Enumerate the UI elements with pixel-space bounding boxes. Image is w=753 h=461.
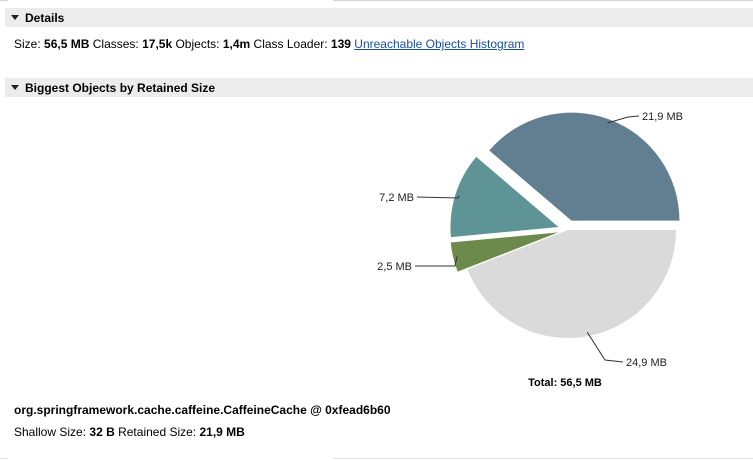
size-value: 56,5 MB [44, 37, 90, 51]
classloader-label: Class Loader: [253, 37, 328, 51]
classloader-value: 139 [330, 37, 351, 51]
pie-slice[interactable] [467, 230, 676, 338]
shallow-size-value: 32 B [89, 425, 115, 439]
details-summary: Size: 56,5 MB Classes: 17,5k Objects: 1,… [14, 37, 524, 51]
pie-slice-label: 7,2 MB [379, 192, 414, 204]
top-border [0, 0, 753, 3]
pie-label-leader-line [416, 195, 460, 199]
size-label: Size: [14, 37, 41, 51]
pie-slice[interactable] [450, 156, 559, 238]
unreachable-histogram-link[interactable]: Unreachable Objects Histogram [354, 37, 525, 51]
pie-slice-label: 21,9 MB [642, 111, 683, 123]
pie-label-leader-line [415, 256, 458, 267]
selected-object-sizes: Shallow Size: 32 B Retained Size: 21,9 M… [14, 425, 245, 439]
details-header-title: Details [25, 10, 65, 25]
collapse-triangle-icon[interactable] [11, 15, 19, 20]
biggest-objects-header-title: Biggest Objects by Retained Size [25, 80, 216, 95]
collapse-triangle-icon[interactable] [11, 85, 19, 90]
pie-slice[interactable] [450, 232, 559, 272]
pie-slice-label: 2,5 MB [377, 261, 412, 273]
retained-size-value: 21,9 MB [199, 425, 245, 439]
bottom-border [0, 458, 753, 459]
details-section-header[interactable]: Details [5, 8, 753, 27]
pie-label-leader-line [607, 115, 640, 124]
selected-object-name: org.springframework.cache.caffeine.Caffe… [14, 403, 391, 417]
classes-label: Classes: [92, 37, 139, 51]
pie-slice-label: 24,9 MB [626, 357, 667, 369]
retained-size-label: Retained Size: [118, 425, 197, 439]
biggest-objects-section-header[interactable]: Biggest Objects by Retained Size [5, 78, 753, 97]
pie-label-leader-line [586, 331, 624, 363]
objects-label: Objects: [175, 37, 220, 51]
pie-slice[interactable] [489, 112, 680, 221]
shallow-size-label: Shallow Size: [14, 425, 87, 439]
objects-value: 1,4m [222, 37, 251, 51]
classes-value: 17,5k [142, 37, 173, 51]
pie-total-label: Total: 56,5 MB [528, 377, 602, 389]
